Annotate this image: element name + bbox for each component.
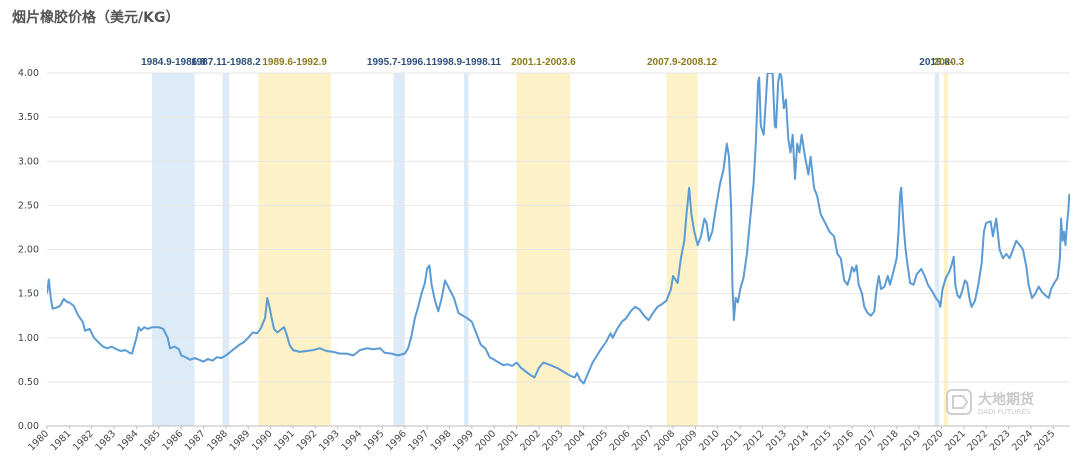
x-tick-label: 1995 xyxy=(362,428,387,453)
x-tick-label: 2022 xyxy=(965,428,990,453)
x-tick-label: 1985 xyxy=(138,428,163,453)
x-tick-label: 1980 xyxy=(26,428,51,453)
x-tick-label: 1987 xyxy=(183,428,208,453)
x-tick-label: 2005 xyxy=(585,428,610,453)
y-tick-label: 2.00 xyxy=(18,245,39,256)
x-tick-label: 2007 xyxy=(630,428,655,453)
x-tick-label: 2013 xyxy=(764,428,789,453)
watermark-main: 大地期货 xyxy=(978,391,1034,408)
x-tick-label: 2015 xyxy=(809,428,834,453)
x-tick-label: 2017 xyxy=(854,428,879,453)
x-tick-label: 1984 xyxy=(116,428,141,453)
logo-icon xyxy=(946,389,972,415)
period-label-5: 2001.1-2003.6 xyxy=(511,57,576,68)
x-tick-label: 2018 xyxy=(876,428,901,453)
y-tick-label: 0.00 xyxy=(18,421,39,432)
x-tick-label: 1999 xyxy=(451,428,476,453)
x-tick-label: 1993 xyxy=(317,428,342,453)
x-tick-label: 2010 xyxy=(697,428,722,453)
x-tick-label: 2002 xyxy=(518,428,543,453)
dadi-futures-watermark: 大地期货 DADI FUTURES xyxy=(946,389,1034,416)
y-axis: 0.00 0.50 1.00 1.50 2.00 2.50 3.00 3.50 4.00 xyxy=(18,68,39,432)
period-label-4: 1998.9-1998.11 xyxy=(432,57,502,68)
y-tick-label: 2.50 xyxy=(18,200,39,211)
x-tick-label: 1982 xyxy=(71,428,96,453)
x-tick-label: 2025 xyxy=(1032,428,1057,453)
y-tick-label: 1.00 xyxy=(18,333,39,344)
x-tick-label: 1992 xyxy=(295,428,320,453)
x-tick-label: 2006 xyxy=(608,428,633,453)
x-tick-label: 2014 xyxy=(787,428,812,453)
x-tick-label: 2003 xyxy=(541,428,566,453)
x-tick-label: 1997 xyxy=(406,428,431,453)
period-label-3: 1995.7-1996.1 xyxy=(367,57,432,68)
period-label-0: 1984.9-1986.8 xyxy=(141,57,206,68)
x-tick-label: 2012 xyxy=(742,428,767,453)
x-tick-label: 2009 xyxy=(675,428,700,453)
x-tick-label: 2024 xyxy=(1010,428,1035,453)
x-axis: 1980198119821983198419851986198719881989… xyxy=(26,426,1057,453)
price-series xyxy=(47,73,1070,385)
period-label-1: 1987.11-1988.2 xyxy=(191,57,261,68)
period-label-6: 2007.9-2008.12 xyxy=(647,57,718,68)
logo-mark xyxy=(952,395,969,409)
x-tick-label: 1990 xyxy=(250,428,275,453)
x-tick-label: 1988 xyxy=(205,428,230,453)
x-tick-label: 2023 xyxy=(988,428,1013,453)
x-tick-label: 1986 xyxy=(160,428,185,453)
x-tick-label: 2011 xyxy=(719,428,744,453)
x-tick-label: 1991 xyxy=(272,428,297,453)
x-tick-label: 1981 xyxy=(49,428,74,453)
y-tick-label: 0.50 xyxy=(18,377,39,388)
x-tick-label: 2000 xyxy=(473,428,498,453)
x-tick-label: 2020 xyxy=(921,428,946,453)
period-label-7: 2019.8- xyxy=(919,57,953,68)
watermark-sub: DADI FUTURES xyxy=(978,408,1031,416)
x-tick-label: 1983 xyxy=(93,428,118,453)
x-tick-label: 2016 xyxy=(831,428,856,453)
x-tick-label: 2004 xyxy=(563,428,588,453)
x-tick-label: 2021 xyxy=(943,428,968,453)
period-label-8: 2020.3 xyxy=(934,57,965,68)
x-tick-label: 1994 xyxy=(339,428,364,453)
chart-title: 烟片橡胶价格（美元/KG） xyxy=(12,9,179,26)
x-tick-label: 2019 xyxy=(898,428,923,453)
x-tick-label: 2001 xyxy=(496,428,521,453)
y-tick-label: 3.50 xyxy=(18,112,39,123)
x-tick-label: 1989 xyxy=(227,428,252,453)
x-tick-label: 1998 xyxy=(429,428,454,453)
period-label-2: 1989.6-1992.9 xyxy=(262,57,327,68)
x-tick-label: 1996 xyxy=(384,428,409,453)
y-tick-label: 4.00 xyxy=(18,68,39,79)
x-tick-label: 2008 xyxy=(652,428,677,453)
series-line-0 xyxy=(47,73,1070,385)
grid-lines xyxy=(47,72,1070,427)
y-tick-label: 1.50 xyxy=(18,289,39,300)
y-tick-label: 3.00 xyxy=(18,156,39,167)
